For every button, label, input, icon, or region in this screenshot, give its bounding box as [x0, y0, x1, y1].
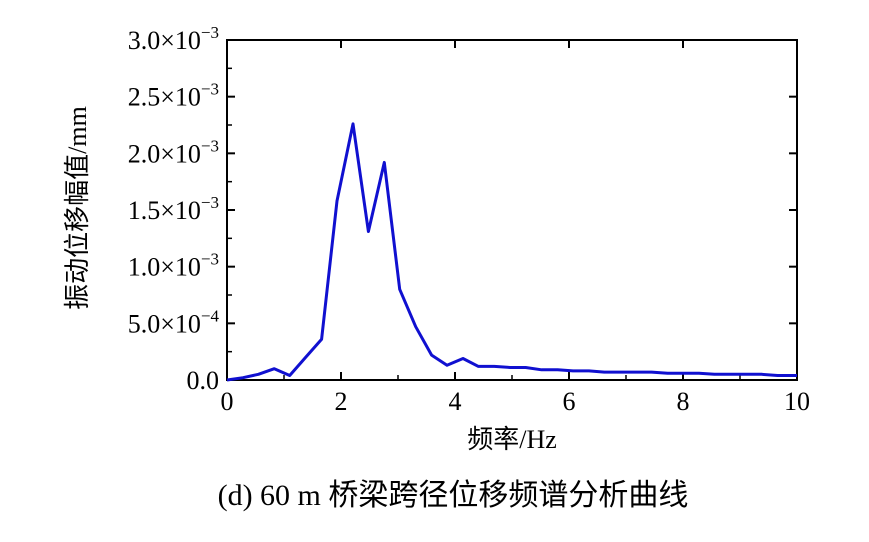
x-tick-label: 8	[677, 387, 690, 416]
y-tick-label: 1.5×10−3	[128, 193, 219, 225]
x-tick-label: 10	[784, 387, 810, 416]
y-tick-label: 0.0	[187, 366, 220, 395]
x-tick-label: 4	[449, 387, 462, 416]
y-tick-label: 1.0×10−3	[128, 250, 219, 282]
y-tick-label: 5.0×10−4	[128, 306, 220, 338]
figure-caption: (d) 60 m 桥梁跨径位移频谱分析曲线	[218, 479, 689, 512]
x-tick-label: 6	[563, 387, 576, 416]
series-layer	[226, 122, 797, 382]
y-axis-title: 振动位移幅值/mm	[63, 106, 92, 310]
series-line	[226, 122, 797, 382]
x-tick-label: 0	[221, 387, 234, 416]
y-tick-label: 2.0×10−3	[128, 136, 219, 168]
y-tick-label: 2.5×10−3	[128, 80, 219, 112]
x-tick-label: 2	[335, 387, 348, 416]
x-axis-title: 频率/Hz	[467, 425, 557, 454]
y-tick-label: 3.0×10−3	[128, 23, 219, 55]
x-axis-ticks: 0 2 4 6 8 10	[221, 40, 810, 416]
y-axis-ticks: 0.0 5.0×10−4 1.0×10−3 1.5×10−3 2.0×10−3 2.5×1…	[128, 23, 797, 395]
